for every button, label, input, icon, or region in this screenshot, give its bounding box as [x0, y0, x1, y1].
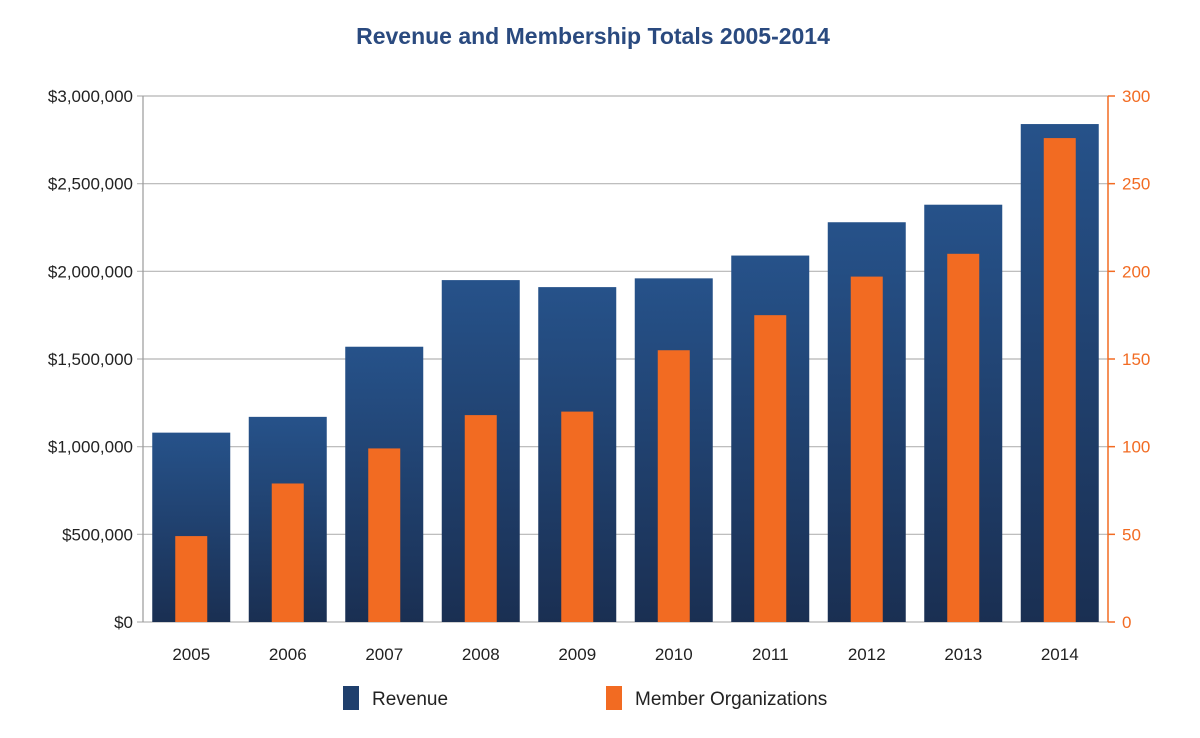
- x-tick-label: 2009: [558, 645, 596, 664]
- x-tick-label: 2005: [172, 645, 210, 664]
- member-organizations-bar: [1043, 138, 1076, 622]
- right-y-axis: 0 50 100 150 200 250 300: [1108, 87, 1150, 632]
- bars: [152, 124, 1099, 623]
- x-tick-label: 2010: [655, 645, 693, 664]
- member-organizations-bar: [657, 350, 690, 622]
- left-tick-label: $1,500,000: [48, 350, 133, 369]
- left-tick-label: $0: [114, 613, 133, 632]
- right-tick-label: 0: [1122, 613, 1131, 632]
- legend-label-revenue: Revenue: [372, 689, 448, 710]
- right-tick-label: 250: [1122, 175, 1150, 194]
- x-tick-label: 2006: [269, 645, 307, 664]
- legend-swatch-member-organizations: [606, 686, 622, 710]
- member-organizations-bar: [271, 483, 304, 622]
- x-axis: 2005 2006 2007 2008 2009 2010 2011 2012 2013 2014: [172, 645, 1078, 664]
- member-organizations-bar: [464, 415, 497, 622]
- x-tick-label: 2012: [848, 645, 886, 664]
- right-tick-label: 100: [1122, 438, 1150, 457]
- left-tick-label: $1,000,000: [48, 438, 133, 457]
- right-tick-label: 150: [1122, 350, 1150, 369]
- legend-swatch-revenue: [343, 686, 359, 710]
- chart-title: Revenue and Membership Totals 2005-2014: [356, 23, 830, 49]
- member-organizations-bar: [561, 411, 594, 622]
- x-tick-label: 2014: [1041, 645, 1079, 664]
- member-organizations-bar: [368, 448, 401, 622]
- member-organizations-bar: [850, 276, 883, 622]
- x-tick-label: 2008: [462, 645, 500, 664]
- left-y-axis: $0 $500,000 $1,000,000 $1,500,000 $2,000,000…: [48, 87, 133, 632]
- right-tick-label: 300: [1122, 87, 1150, 106]
- legend-label-member-organizations: Member Organizations: [635, 689, 827, 710]
- member-organizations-bar: [947, 253, 980, 623]
- right-tick-label: 50: [1122, 525, 1141, 544]
- member-organizations-bar: [175, 536, 208, 622]
- x-tick-label: 2011: [752, 645, 789, 664]
- left-tick-label: $3,000,000: [48, 87, 133, 106]
- member-organizations-bar: [754, 315, 787, 622]
- left-tick-label: $2,000,000: [48, 262, 133, 281]
- x-tick-label: 2013: [944, 645, 982, 664]
- legend: Revenue Member Organizations: [343, 686, 827, 710]
- left-tick-label: $500,000: [62, 525, 133, 544]
- x-tick-label: 2007: [365, 645, 403, 664]
- right-tick-label: 200: [1122, 262, 1150, 281]
- left-tick-label: $2,500,000: [48, 175, 133, 194]
